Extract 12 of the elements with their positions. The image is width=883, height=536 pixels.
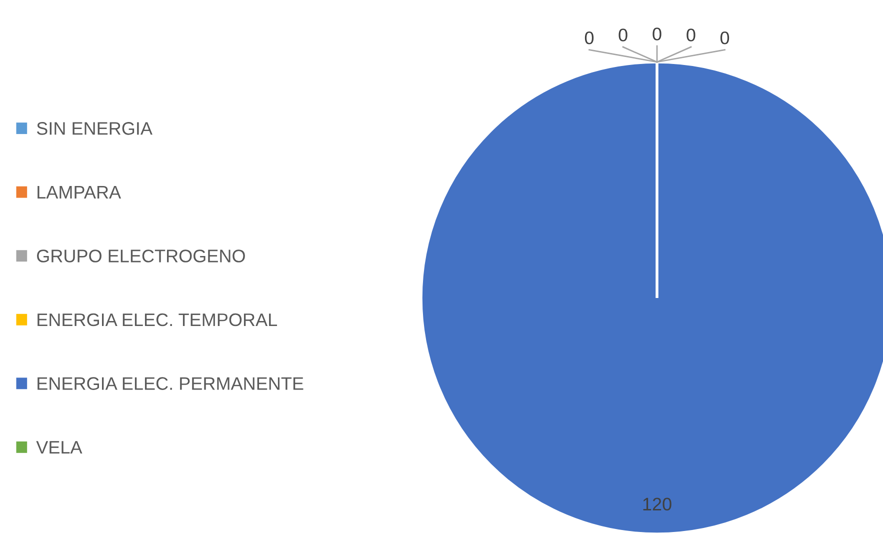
legend-label: ENERGIA ELEC. PERMANENTE (38, 377, 304, 390)
legend-label: GRUPO ELECTROGENO (37, 250, 245, 262)
text: 0 (720, 31, 730, 44)
legend-label: SIN ENERGIA (36, 122, 152, 135)
text: 0 (686, 28, 696, 42)
legend-label: VELA (36, 441, 82, 454)
legend-label: LAMPARA (38, 186, 122, 198)
legend-label: ENERGIA ELEC. TEMPORAL (38, 313, 278, 326)
text: 0 (618, 28, 628, 42)
text: 0 (652, 28, 662, 40)
text: 0 (584, 31, 594, 44)
data-label: 120 (643, 498, 672, 511)
